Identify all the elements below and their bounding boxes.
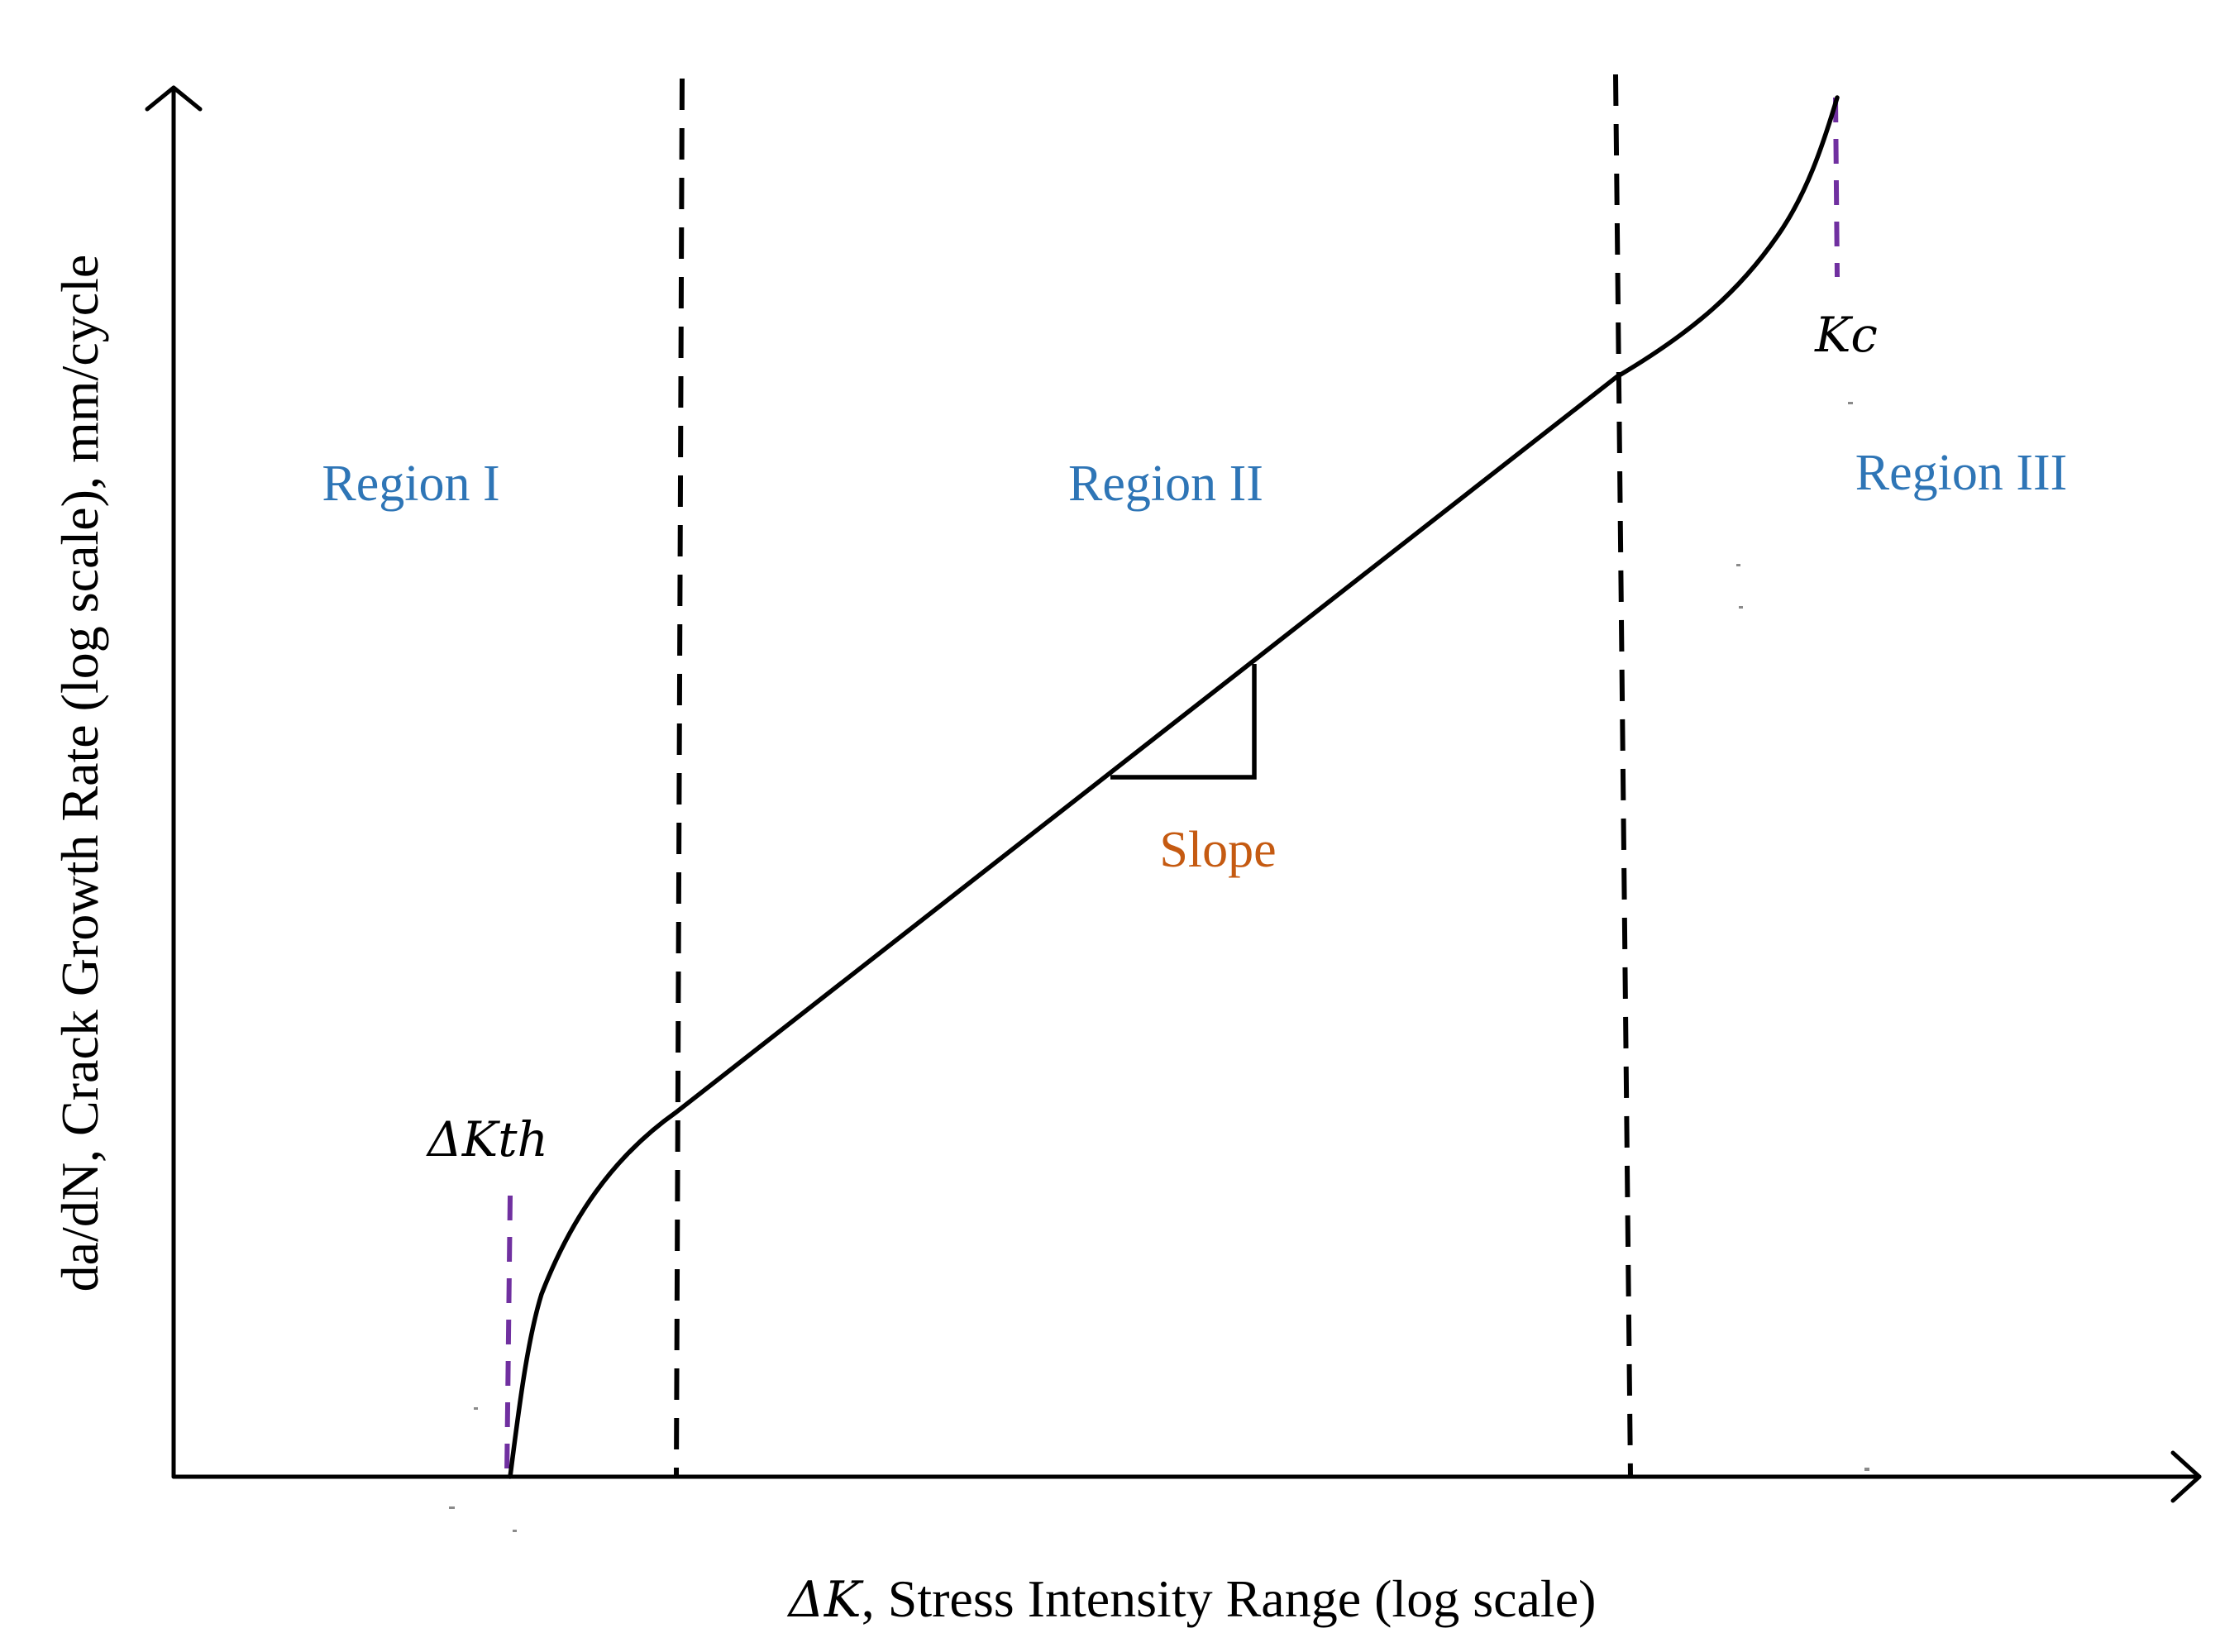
x-axis-arrowhead: [2170, 1450, 2202, 1503]
region-iii-label: Region III: [1855, 445, 2068, 501]
scan-specks: [449, 402, 1869, 1532]
region-boundaries: [674, 74, 1633, 1478]
x-axis-title-symbol: ΔK: [787, 1571, 864, 1629]
region-i-label: Region I: [322, 456, 499, 512]
marker-lines: [504, 97, 1840, 1478]
threshold-marker: [504, 1195, 513, 1478]
slope-triangle: [1110, 664, 1257, 780]
region-ii-label: Region II: [1068, 456, 1263, 512]
x-axis-title: ΔK, Stress Intensity Range (log scale): [787, 1569, 1597, 1629]
crack-growth-curve: [508, 95, 1840, 1479]
critical-marker: [1833, 97, 1840, 278]
x-axis-title-text: , Stress Intensity Range (log scale): [862, 1569, 1597, 1628]
boundary-region-i-ii: [674, 78, 685, 1478]
axes: [145, 85, 2202, 1503]
boundary-region-ii-iii: [1613, 74, 1633, 1478]
slope-label: Slope: [1159, 822, 1276, 878]
y-axis-title: da/dN, Crack Growth Rate (log scale), mm…: [50, 255, 109, 1292]
critical-label: Kc: [1814, 307, 1878, 363]
y-axis-arrowhead: [145, 85, 203, 112]
threshold-label: ΔKth: [426, 1111, 548, 1167]
